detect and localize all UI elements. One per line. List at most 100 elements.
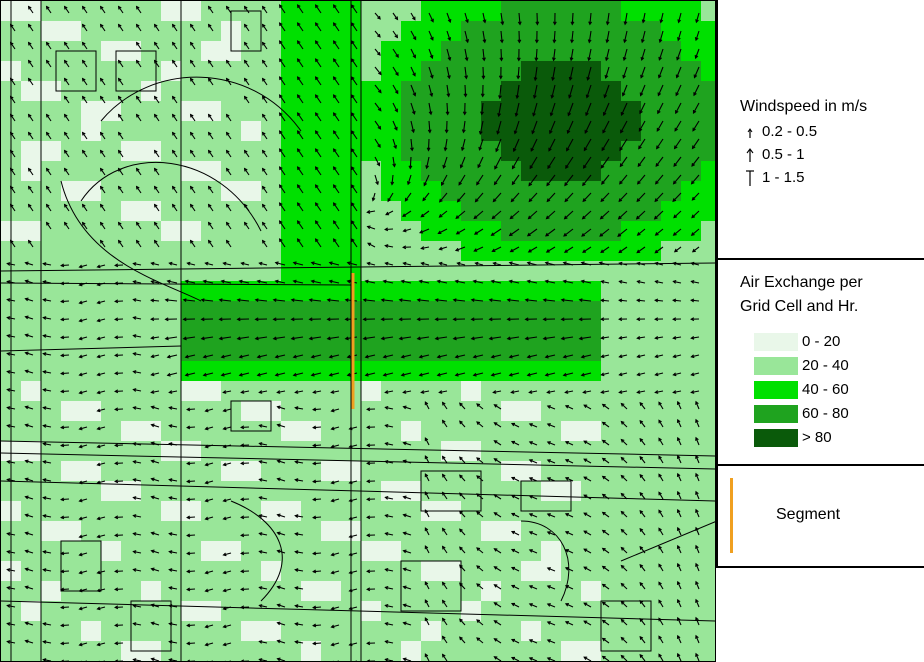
wind-arrow-head: [78, 300, 83, 305]
grid-cell: [181, 221, 201, 241]
wind-arrow-shaft: [494, 620, 502, 626]
grid-cell: [461, 321, 481, 341]
grid-cell: [481, 21, 501, 41]
wind-arrow-shaft: [581, 354, 592, 358]
grid-cell: [581, 281, 601, 301]
grid-cell: [701, 381, 715, 401]
grid-cell: [601, 21, 621, 41]
wind-arrow-head: [168, 568, 173, 572]
grid-cell: [381, 281, 401, 301]
wind-arrow-head: [412, 36, 417, 41]
wind-arrow-shaft: [297, 94, 304, 104]
wind-arrow-head: [114, 515, 119, 520]
grid-cell: [621, 401, 641, 421]
grid-cell: [621, 181, 641, 201]
grid-cell: [101, 541, 121, 561]
wind-arrow-head: [675, 74, 680, 79]
wind-arrow-head: [618, 354, 623, 359]
wind-arrow-shaft: [118, 6, 124, 14]
wind-arrow-head: [600, 164, 605, 169]
wind-arrow-head: [493, 181, 498, 186]
wind-arrow-shaft: [190, 114, 196, 122]
grid-cell: [621, 81, 641, 101]
wind-arrow-head: [274, 261, 279, 266]
wind-arrow-head: [673, 145, 678, 150]
grid-cell: [321, 561, 341, 581]
grid-cell: [421, 481, 441, 501]
wind-arrow-head: [583, 458, 588, 462]
wind-arrow-head: [312, 497, 317, 502]
wind-arrow-head: [508, 279, 513, 284]
wind-arrow-head: [202, 354, 207, 359]
wind-arrow-head: [384, 441, 389, 446]
wind-arrow-head: [618, 261, 623, 266]
grid-cell: [21, 461, 41, 481]
grid-cell: [481, 481, 501, 501]
wind-arrow-shaft: [692, 246, 700, 253]
wind-arrow-shaft: [639, 582, 646, 590]
wind-arrow-head: [276, 621, 281, 626]
grid-cell: [641, 381, 661, 401]
wind-arrow-head: [24, 261, 29, 266]
wind-arrow-shaft: [64, 42, 70, 50]
wind-arrow-shaft: [82, 6, 88, 14]
wind-arrow-head: [204, 516, 209, 521]
wind-arrow-shaft: [205, 462, 214, 466]
wind-arrow-shaft: [621, 457, 628, 464]
wind-arrow-shaft: [658, 582, 664, 590]
grid-cell: [541, 401, 561, 421]
wind-arrow-shaft: [118, 24, 124, 32]
wind-arrow-head: [552, 21, 557, 26]
wind-arrow-head: [420, 213, 425, 218]
wind-arrow-head: [96, 516, 101, 521]
wind-arrow-head: [406, 181, 411, 186]
road-line: [520, 520, 570, 602]
wind-arrow-head: [636, 354, 641, 359]
wind-arrow-head: [526, 232, 531, 237]
grid-cell: [301, 141, 321, 161]
wind-arrow-head: [348, 552, 353, 557]
wind-arrow-shaft: [43, 479, 52, 482]
wind-arrow-shaft: [545, 372, 556, 376]
wind-arrow-head: [348, 480, 353, 485]
wind-arrow-shaft: [639, 492, 646, 500]
grid-cell: [521, 401, 541, 421]
grid-cell: [661, 201, 681, 221]
wind-arrow-head: [472, 354, 477, 359]
wind-arrow-head: [222, 261, 227, 266]
wind-arrow-head: [618, 335, 623, 340]
wind-arrow-shaft: [349, 552, 358, 556]
wind-arrow-head: [618, 198, 623, 203]
wind-arrow-shaft: [223, 408, 232, 412]
wind-arrow-head: [292, 354, 297, 359]
wind-arrow-shaft: [100, 96, 106, 104]
wind-arrow-head: [258, 604, 263, 608]
wind-arrow-shaft: [46, 168, 52, 176]
grid-cell: [661, 521, 681, 541]
grid-cell: [21, 81, 41, 101]
wind-arrow-shaft: [279, 58, 286, 68]
grid-cell: [81, 521, 101, 541]
wind-arrow-head: [490, 279, 495, 284]
grid-cell: [441, 41, 461, 61]
wind-arrow-shaft: [455, 354, 466, 358]
wind-arrow-shaft: [363, 299, 376, 302]
wind-arrow-shaft: [169, 407, 178, 410]
grid-cell: [321, 301, 341, 321]
wind-arrow-shaft: [259, 604, 268, 608]
wind-arrow-shaft: [583, 440, 592, 446]
wind-arrow-shaft: [223, 444, 232, 448]
wind-arrow-shaft: [581, 262, 592, 266]
grid-cell: [421, 361, 441, 381]
wind-arrow-head: [639, 617, 644, 622]
building-outline: [55, 50, 97, 92]
wind-arrow-shaft: [244, 60, 250, 68]
grid-cell: [101, 501, 121, 521]
wind-arrow-shaft: [97, 300, 106, 304]
wind-arrow-shaft: [293, 280, 304, 284]
wind-arrow-shaft: [424, 509, 430, 518]
wind-arrow-head: [350, 22, 355, 27]
wind-arrow-head: [207, 149, 212, 154]
wind-arrow-head: [528, 441, 533, 445]
grid-cell: [81, 321, 101, 341]
